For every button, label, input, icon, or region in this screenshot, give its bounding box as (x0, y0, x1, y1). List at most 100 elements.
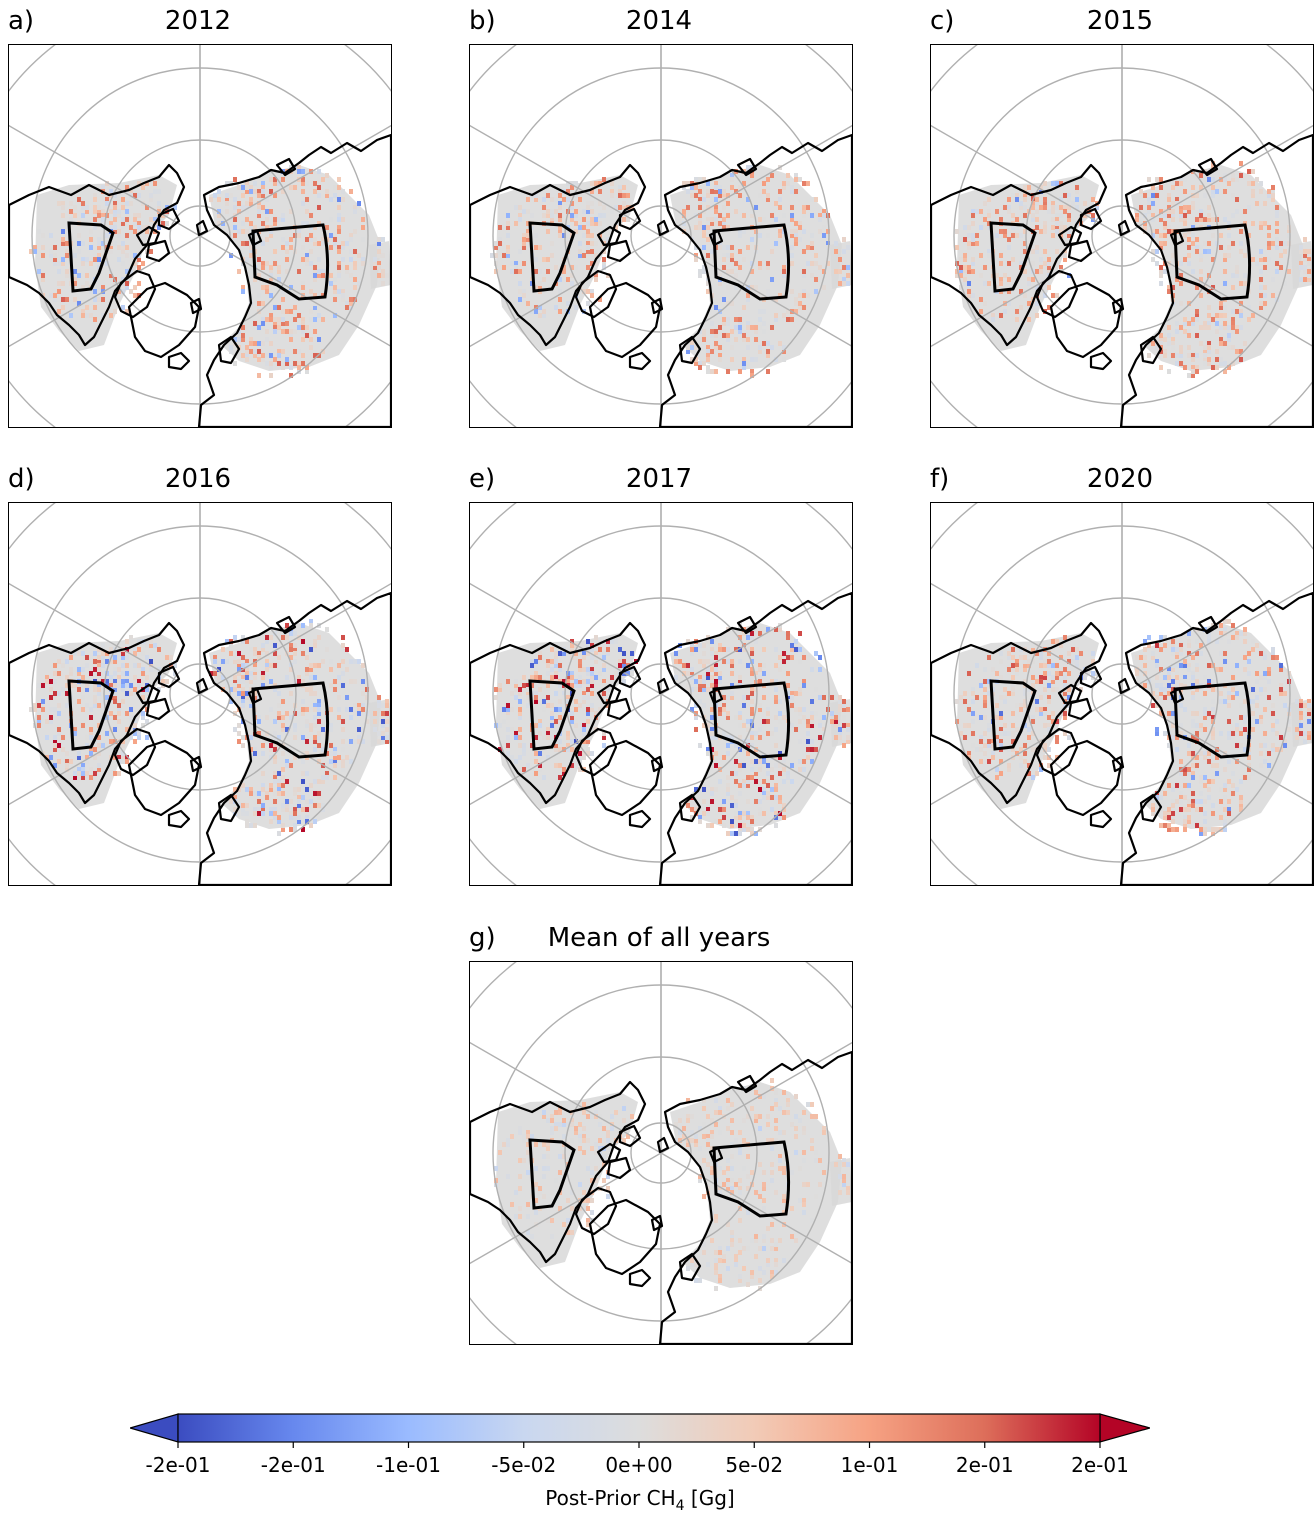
grid-cell (842, 703, 846, 708)
grid-cell (81, 667, 85, 672)
grid-cell (345, 755, 349, 760)
grid-cell (802, 767, 806, 772)
grid-cell (1271, 241, 1275, 246)
grid-cell (289, 373, 293, 378)
grid-cell (538, 305, 542, 310)
grid-cell (81, 261, 85, 266)
grid-cell (1083, 213, 1087, 218)
grid-cell (842, 743, 846, 748)
grid-cell (578, 679, 582, 684)
grid-cell (1307, 257, 1311, 262)
grid-cell (762, 719, 766, 724)
grid-cell (321, 241, 325, 246)
grid-cell (217, 197, 221, 202)
grid-cell (734, 759, 738, 764)
grid-cell (606, 273, 610, 278)
grid-cell (1207, 345, 1211, 350)
grid-cell (987, 281, 991, 286)
grid-cell (77, 751, 81, 756)
grid-cell (618, 189, 622, 194)
grid-cell (534, 269, 538, 274)
grid-cell (774, 695, 778, 700)
grid-cell (1259, 301, 1263, 306)
grid-cell (261, 265, 265, 270)
grid-cell (1263, 675, 1267, 680)
grid-cell (301, 257, 305, 262)
grid-cell (590, 703, 594, 708)
grid-cell (1247, 659, 1251, 664)
grid-cell (1007, 763, 1011, 768)
grid-cell (337, 289, 341, 294)
grid-cell (1159, 265, 1163, 270)
coastline (1049, 281, 1123, 359)
grid-cell (257, 807, 261, 812)
grid-cell (570, 763, 574, 768)
grid-cell (710, 823, 714, 828)
island-coastline (656, 219, 670, 237)
grid-cell (578, 667, 582, 672)
grid-cell (333, 185, 337, 190)
grid-cell (814, 687, 818, 692)
grid-cell (983, 703, 987, 708)
grid-cell (1223, 819, 1227, 824)
grid-cell (273, 181, 277, 186)
grid-cell (842, 281, 846, 286)
grid-cell (730, 173, 734, 178)
grid-cell (702, 197, 706, 202)
grid-cell (498, 683, 502, 688)
grid-cell (614, 225, 618, 230)
grid-cell (1175, 361, 1179, 366)
grid-cell (93, 305, 97, 310)
grid-cell (245, 679, 249, 684)
grid-cell (1227, 639, 1231, 644)
grid-cell (261, 811, 265, 816)
grid-cell (1267, 667, 1271, 672)
grid-cell (257, 205, 261, 210)
grid-cell (245, 671, 249, 676)
grid-cell (622, 185, 626, 190)
grid-cell (265, 639, 269, 644)
grid-cell (1171, 735, 1175, 740)
grid-cell (1035, 217, 1039, 222)
grid-cell (245, 229, 249, 234)
grid-cell (53, 663, 57, 668)
grid-cell (570, 273, 574, 278)
grid-cell (1287, 233, 1291, 238)
grid-cell (987, 197, 991, 202)
grid-cell (1039, 711, 1043, 716)
grid-cell (1235, 209, 1239, 214)
grid-cell (141, 651, 145, 656)
grid-cell (726, 193, 730, 198)
grid-cell (590, 189, 594, 194)
grid-cell (345, 305, 349, 310)
grid-cell (778, 711, 782, 716)
grid-cell (93, 695, 97, 700)
grid-cell (257, 193, 261, 198)
grid-cell (518, 217, 522, 222)
grid-cell (1019, 305, 1023, 310)
grid-cell (710, 735, 714, 740)
grid-cell (774, 217, 778, 222)
grid-cell (137, 221, 141, 226)
grid-cell (1223, 177, 1227, 182)
grid-cell (738, 647, 742, 652)
island-coastline (1067, 239, 1093, 263)
grid-cell (1235, 743, 1239, 748)
grid-cell (746, 775, 750, 780)
grid-cell (498, 723, 502, 728)
grid-cell (253, 675, 257, 680)
grid-cell (562, 771, 566, 776)
grid-cell (1195, 723, 1199, 728)
grid-cell (738, 711, 742, 716)
grid-cell (1183, 257, 1187, 262)
grid-cell (1059, 229, 1063, 234)
grid-cell (309, 783, 313, 788)
grid-cell (265, 361, 269, 366)
grid-cell (357, 711, 361, 716)
grid-cell (289, 329, 293, 334)
grid-cell (570, 213, 574, 218)
grid-cell (702, 337, 706, 342)
grid-cell (594, 655, 598, 660)
grid-cell (1015, 193, 1019, 198)
grid-cell (522, 241, 526, 246)
